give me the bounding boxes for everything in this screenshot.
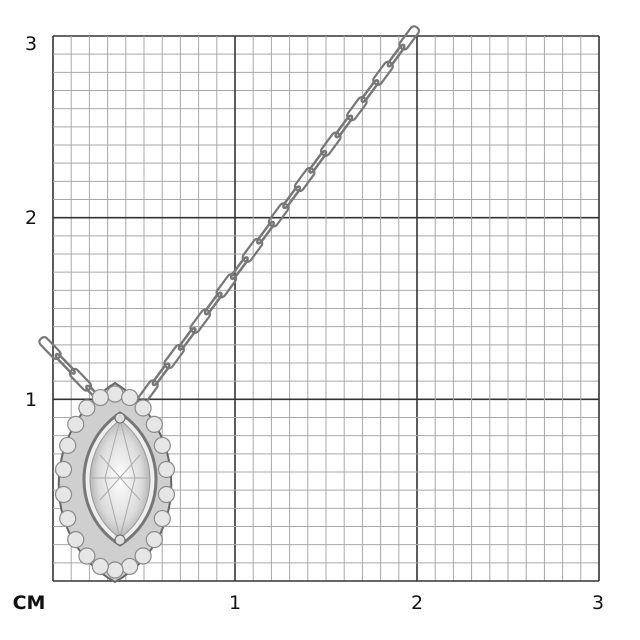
chain-link bbox=[386, 43, 406, 68]
necklace-chain bbox=[38, 25, 420, 407]
chain-link bbox=[38, 336, 62, 360]
chain-link bbox=[189, 308, 212, 334]
x-tick-1: 1 bbox=[228, 592, 242, 614]
chain-link bbox=[334, 114, 354, 139]
chain-link bbox=[267, 202, 290, 228]
halo-diamond bbox=[67, 531, 85, 549]
halo-diamond bbox=[106, 385, 124, 403]
halo-diamond bbox=[54, 460, 73, 479]
chain-link bbox=[163, 343, 185, 370]
chain-link bbox=[256, 220, 275, 245]
halo-diamond bbox=[121, 388, 139, 407]
x-tick-3: 3 bbox=[591, 592, 605, 614]
halo-diamond bbox=[157, 460, 176, 479]
halo-diamond bbox=[59, 436, 77, 455]
chain-link bbox=[68, 367, 93, 392]
unit-label: CM bbox=[12, 592, 46, 614]
halo-diamond bbox=[106, 561, 124, 579]
chain-link bbox=[360, 79, 380, 103]
chain-link bbox=[54, 352, 76, 375]
halo-diamond bbox=[157, 485, 176, 504]
halo-diamond bbox=[91, 557, 109, 576]
halo-diamond bbox=[54, 485, 73, 504]
grid bbox=[52, 35, 600, 582]
y-tick-1: 1 bbox=[24, 389, 38, 411]
chain-link bbox=[293, 166, 316, 193]
chain-link bbox=[346, 96, 368, 122]
y-tick-3: 3 bbox=[24, 33, 38, 55]
x-tick-2: 2 bbox=[410, 592, 424, 614]
halo-diamond bbox=[78, 547, 96, 565]
halo-diamond bbox=[153, 509, 171, 528]
chain-link bbox=[372, 60, 394, 86]
halo-diamond bbox=[153, 436, 171, 455]
halo-diamond bbox=[145, 415, 163, 433]
chain-link bbox=[229, 256, 249, 280]
halo-diamond bbox=[91, 388, 109, 407]
y-tick-2: 2 bbox=[24, 207, 38, 229]
prong-bottom bbox=[114, 534, 126, 546]
halo-diamond bbox=[67, 415, 85, 433]
chain-link bbox=[398, 25, 420, 51]
halo-diamond bbox=[78, 399, 96, 417]
chain-link bbox=[177, 326, 197, 351]
chain-link bbox=[282, 185, 302, 210]
chain-link bbox=[308, 149, 328, 174]
halo-diamonds bbox=[54, 385, 176, 579]
halo-diamond bbox=[134, 399, 152, 417]
chain-link bbox=[319, 131, 342, 157]
marquise-pendant bbox=[54, 381, 176, 584]
halo-diamond bbox=[59, 509, 77, 528]
chain-link bbox=[241, 237, 264, 263]
halo-diamond bbox=[145, 531, 163, 549]
chain-link bbox=[151, 362, 171, 387]
halo-diamond bbox=[134, 547, 152, 565]
chain-link bbox=[215, 273, 238, 299]
halo-diamond bbox=[121, 557, 139, 576]
prong-top bbox=[114, 412, 126, 424]
chain-link bbox=[203, 291, 223, 316]
